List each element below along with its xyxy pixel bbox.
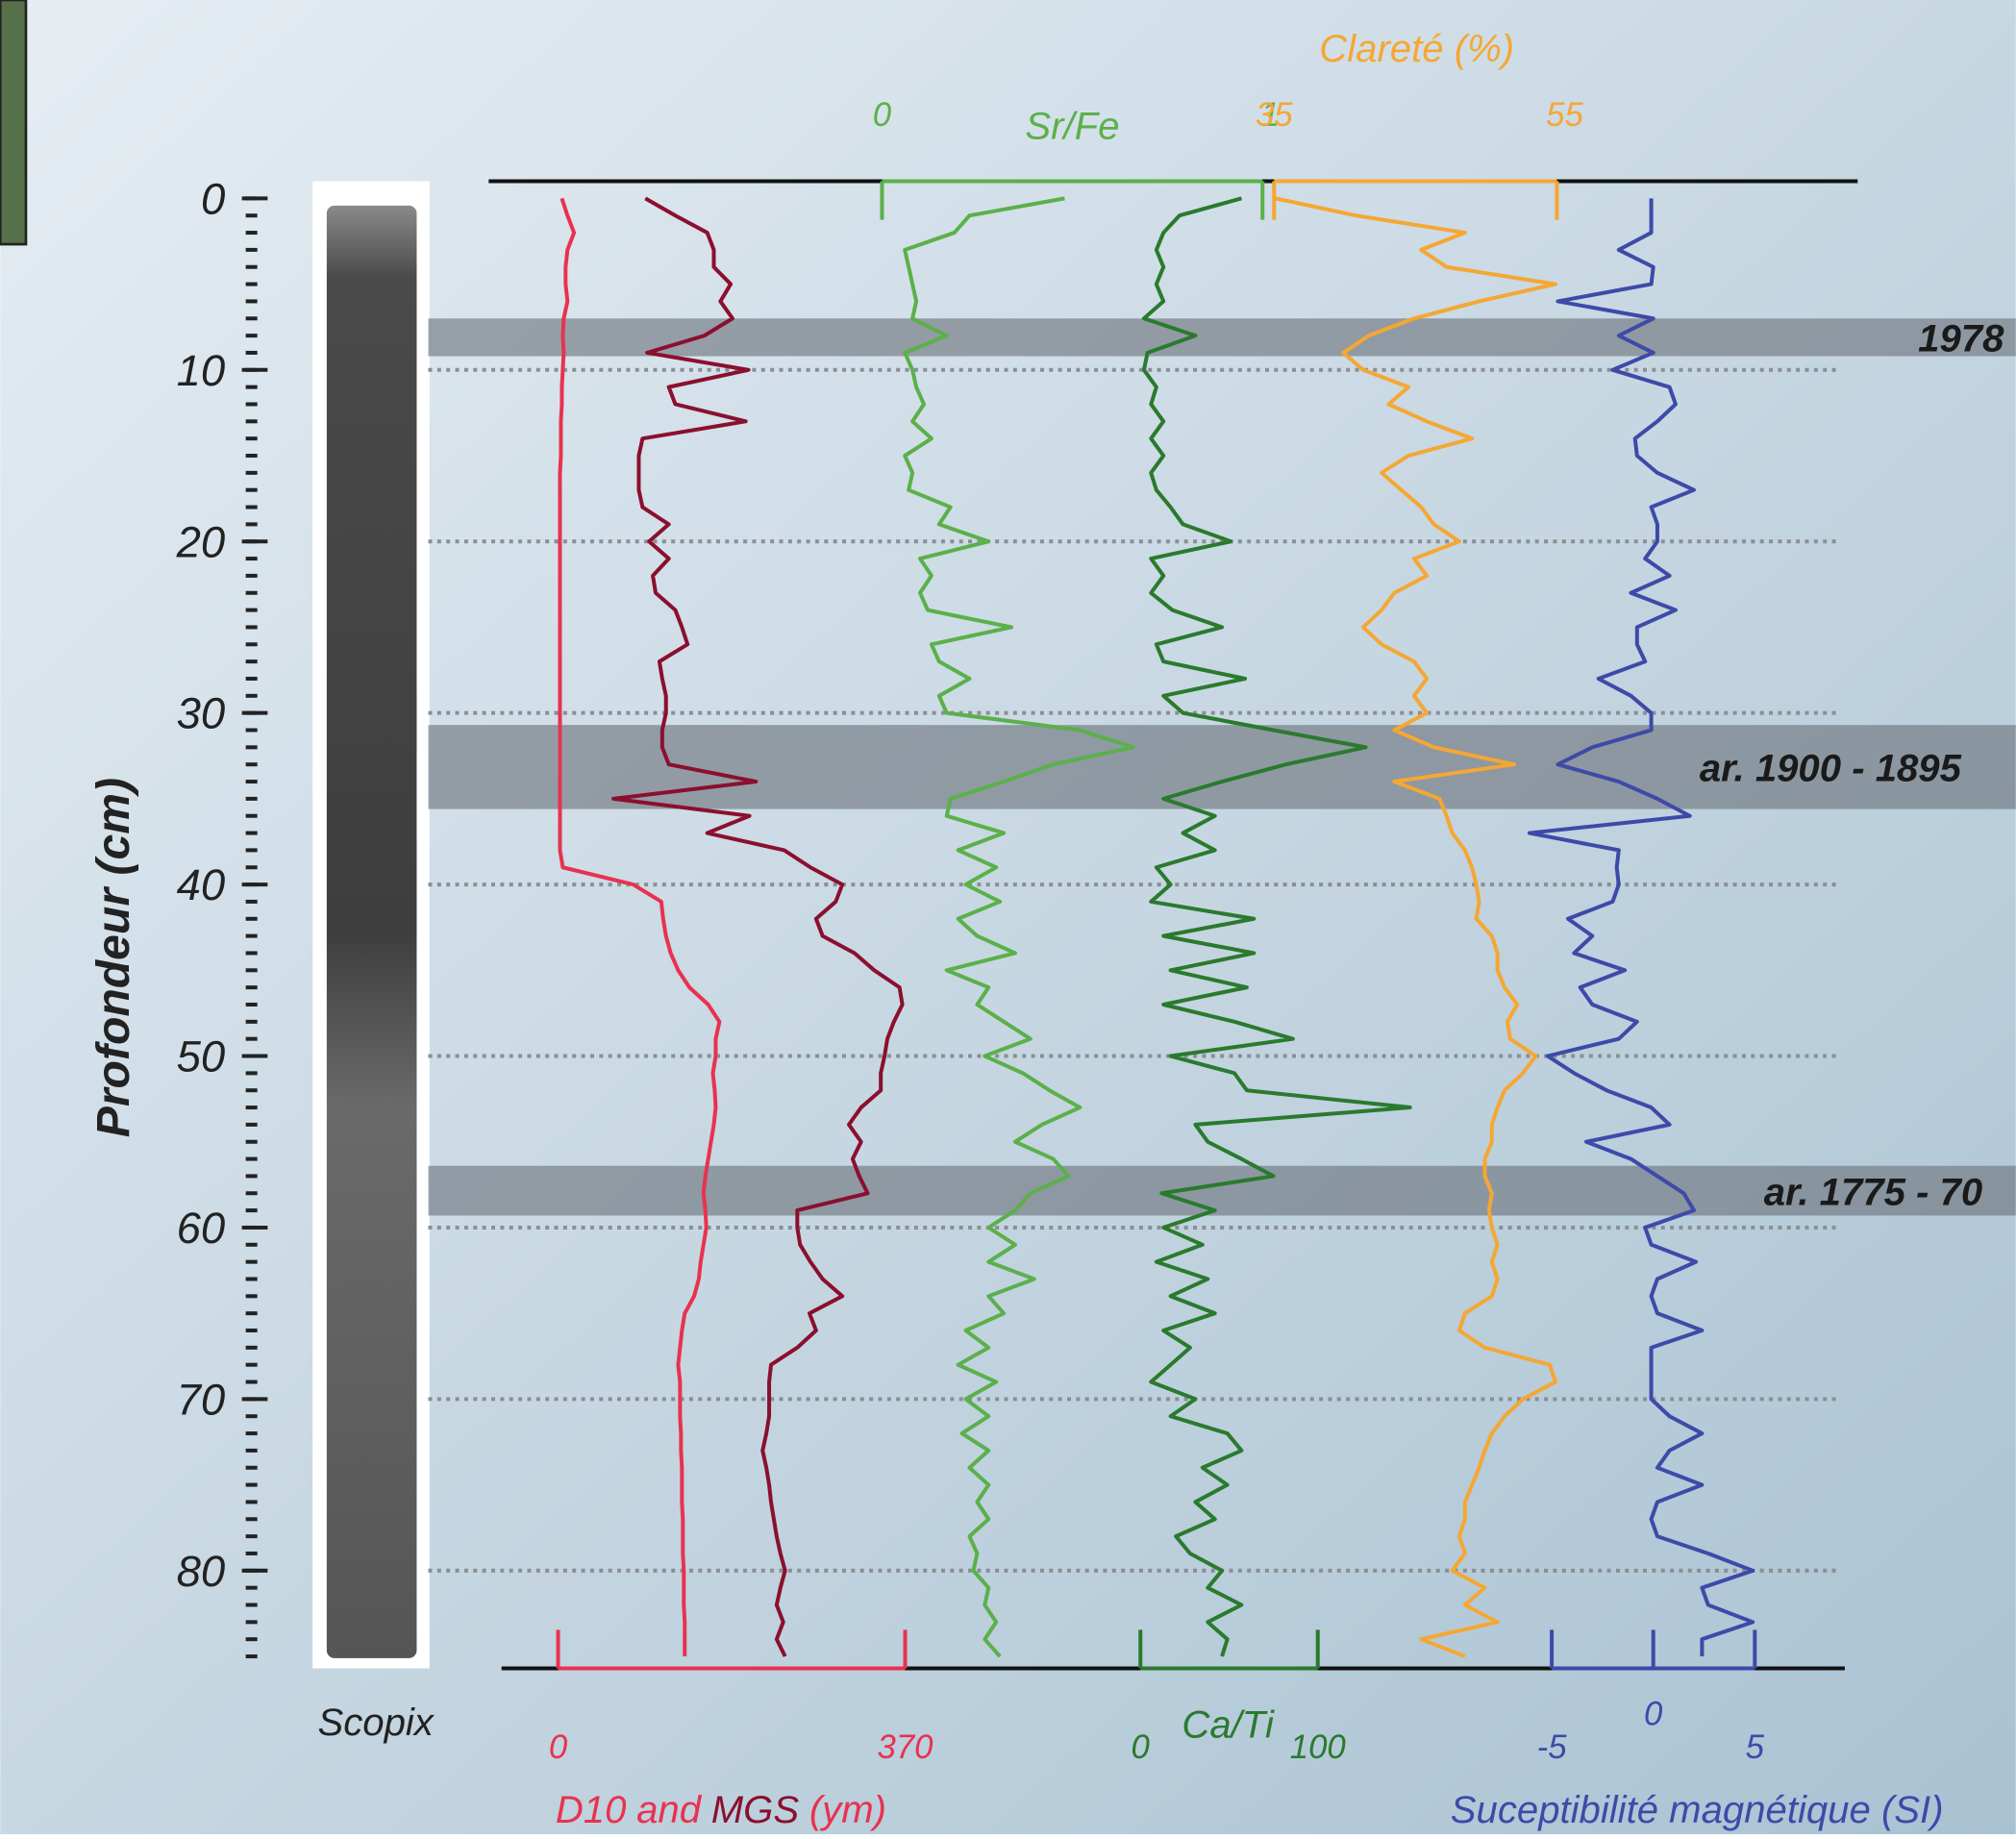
x-axis-label-part: (ym) bbox=[809, 1789, 886, 1831]
x-axis-label-part: D10 bbox=[556, 1789, 627, 1831]
x-tick-label: 0 bbox=[873, 97, 892, 134]
profile-line bbox=[611, 196, 905, 1657]
map-thumbnail bbox=[0, 0, 28, 246]
profile-line bbox=[1527, 198, 1755, 1657]
x-tick-label: 1 bbox=[1261, 97, 1280, 134]
x-tick-label: 0 bbox=[1132, 1729, 1151, 1766]
x-tick-label: 55 bbox=[1546, 97, 1583, 134]
y-tick-label: 0 bbox=[201, 174, 225, 223]
x-axis-label: Suceptibilité magnétique (SI) bbox=[1451, 1789, 1944, 1831]
band-label: ar. 1775 - 70 bbox=[1764, 1171, 1982, 1213]
band bbox=[428, 725, 2016, 809]
x-tick-label: 35 bbox=[1256, 97, 1293, 134]
band-label: 1978 bbox=[1918, 318, 2004, 360]
y-tick-label: 10 bbox=[177, 346, 226, 395]
y-tick-label: 50 bbox=[177, 1032, 226, 1081]
profile-line bbox=[1275, 196, 1557, 1658]
x-axis-label-part: and bbox=[636, 1789, 703, 1831]
core-image bbox=[326, 205, 417, 1658]
band-label: ar. 1900 - 1895 bbox=[1700, 748, 1962, 790]
y-tick-label: 70 bbox=[177, 1375, 226, 1424]
y-tick-label: 20 bbox=[176, 517, 226, 566]
x-axis-label: Clareté (%) bbox=[1319, 28, 1514, 70]
x-axis-label: Sr/Fe bbox=[1025, 105, 1119, 147]
band bbox=[428, 318, 2016, 357]
profile-line bbox=[1141, 196, 1412, 1657]
x-axis-label-part: MGS bbox=[711, 1789, 800, 1831]
profile-line bbox=[903, 196, 1135, 1658]
y-axis-label: Profondeur (cm) bbox=[87, 778, 139, 1137]
x-tick-label: 0 bbox=[1644, 1696, 1663, 1732]
x-tick-label: 100 bbox=[1290, 1729, 1347, 1766]
band bbox=[428, 1165, 2016, 1216]
y-tick-label: 30 bbox=[177, 689, 226, 738]
y-tick-label: 60 bbox=[177, 1204, 226, 1253]
x-tick-label: 370 bbox=[878, 1729, 934, 1766]
x-tick-label: 5 bbox=[1746, 1729, 1765, 1766]
x-axis-label: Ca/Ti bbox=[1182, 1704, 1275, 1747]
profile-line bbox=[558, 197, 722, 1657]
x-tick-label: -5 bbox=[1537, 1729, 1568, 1766]
y-tick-label: 80 bbox=[177, 1547, 226, 1596]
x-axis-label: D10 and MGS (ym) bbox=[556, 1789, 886, 1831]
core-label: Scopix bbox=[317, 1702, 435, 1744]
y-tick-label: 40 bbox=[177, 860, 226, 909]
x-tick-label: 0 bbox=[549, 1729, 568, 1766]
